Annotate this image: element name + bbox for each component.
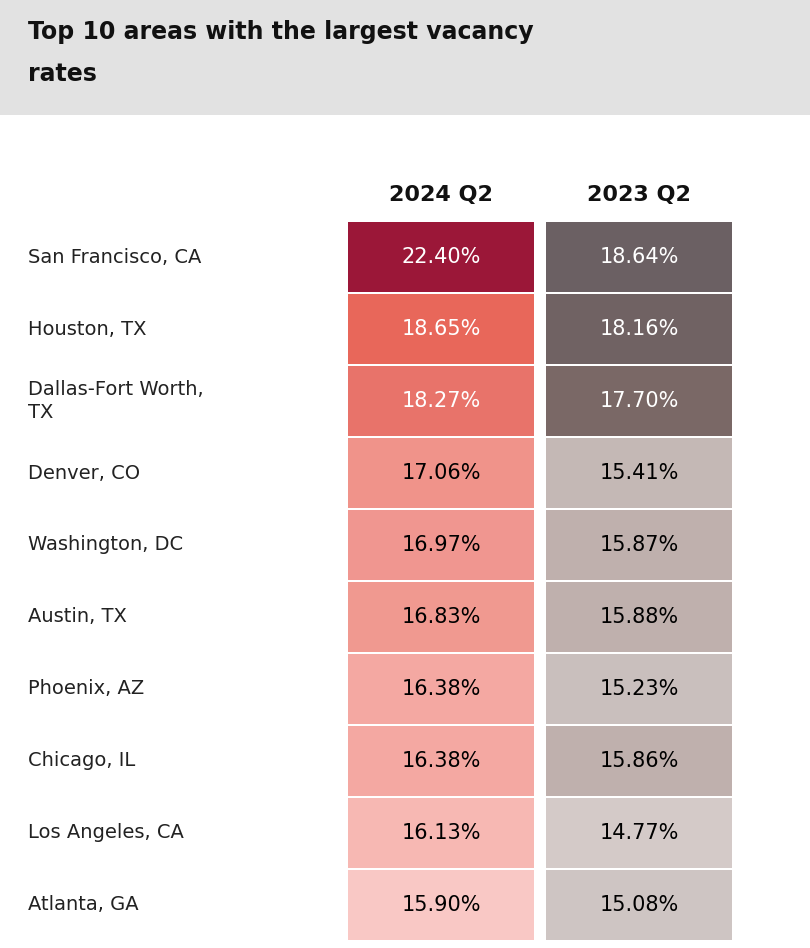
Text: rates: rates: [28, 62, 97, 86]
Bar: [546, 294, 732, 364]
Text: Los Angeles, CA: Los Angeles, CA: [28, 824, 184, 843]
Bar: [348, 726, 534, 796]
Bar: [348, 870, 534, 940]
Text: 14.77%: 14.77%: [599, 823, 679, 843]
Bar: [348, 510, 534, 580]
Bar: [546, 654, 732, 724]
Text: 18.65%: 18.65%: [401, 319, 480, 339]
Bar: [546, 870, 732, 940]
Text: 18.16%: 18.16%: [599, 319, 679, 339]
Text: 16.13%: 16.13%: [401, 823, 481, 843]
Text: 15.90%: 15.90%: [401, 895, 481, 915]
Text: Chicago, IL: Chicago, IL: [28, 752, 135, 771]
Text: 18.27%: 18.27%: [402, 391, 480, 411]
Text: 2024 Q2: 2024 Q2: [389, 185, 493, 205]
Text: 17.70%: 17.70%: [599, 391, 679, 411]
Text: 15.08%: 15.08%: [599, 895, 679, 915]
Bar: [348, 582, 534, 652]
Text: Houston, TX: Houston, TX: [28, 319, 147, 338]
Bar: [348, 438, 534, 508]
Text: 16.83%: 16.83%: [401, 607, 480, 627]
Bar: [348, 798, 534, 868]
Text: 17.06%: 17.06%: [401, 463, 481, 483]
Bar: [0, 0, 810, 115]
Bar: [546, 510, 732, 580]
Text: Washington, DC: Washington, DC: [28, 536, 183, 555]
Bar: [546, 726, 732, 796]
Text: 15.86%: 15.86%: [599, 751, 679, 771]
Text: Top 10 areas with the largest vacancy: Top 10 areas with the largest vacancy: [28, 20, 534, 44]
Text: 22.40%: 22.40%: [401, 247, 480, 267]
Bar: [348, 654, 534, 724]
Text: 16.38%: 16.38%: [401, 679, 480, 699]
Bar: [546, 798, 732, 868]
Text: 16.97%: 16.97%: [401, 535, 481, 555]
Text: 18.64%: 18.64%: [599, 247, 679, 267]
Text: 15.41%: 15.41%: [599, 463, 679, 483]
Bar: [348, 366, 534, 436]
Text: 15.88%: 15.88%: [599, 607, 679, 627]
Bar: [546, 366, 732, 436]
Text: 15.23%: 15.23%: [599, 679, 679, 699]
Text: Denver, CO: Denver, CO: [28, 464, 140, 483]
Bar: [546, 222, 732, 292]
Bar: [546, 582, 732, 652]
Bar: [546, 438, 732, 508]
Text: 16.38%: 16.38%: [401, 751, 480, 771]
Bar: [348, 222, 534, 292]
Text: Dallas-Fort Worth,
TX: Dallas-Fort Worth, TX: [28, 380, 203, 422]
Text: 2023 Q2: 2023 Q2: [587, 185, 691, 205]
Text: Austin, TX: Austin, TX: [28, 608, 127, 627]
Text: San Francisco, CA: San Francisco, CA: [28, 247, 202, 266]
Text: 15.87%: 15.87%: [599, 535, 679, 555]
Text: Phoenix, AZ: Phoenix, AZ: [28, 680, 144, 699]
Bar: [348, 294, 534, 364]
Text: Atlanta, GA: Atlanta, GA: [28, 896, 139, 915]
